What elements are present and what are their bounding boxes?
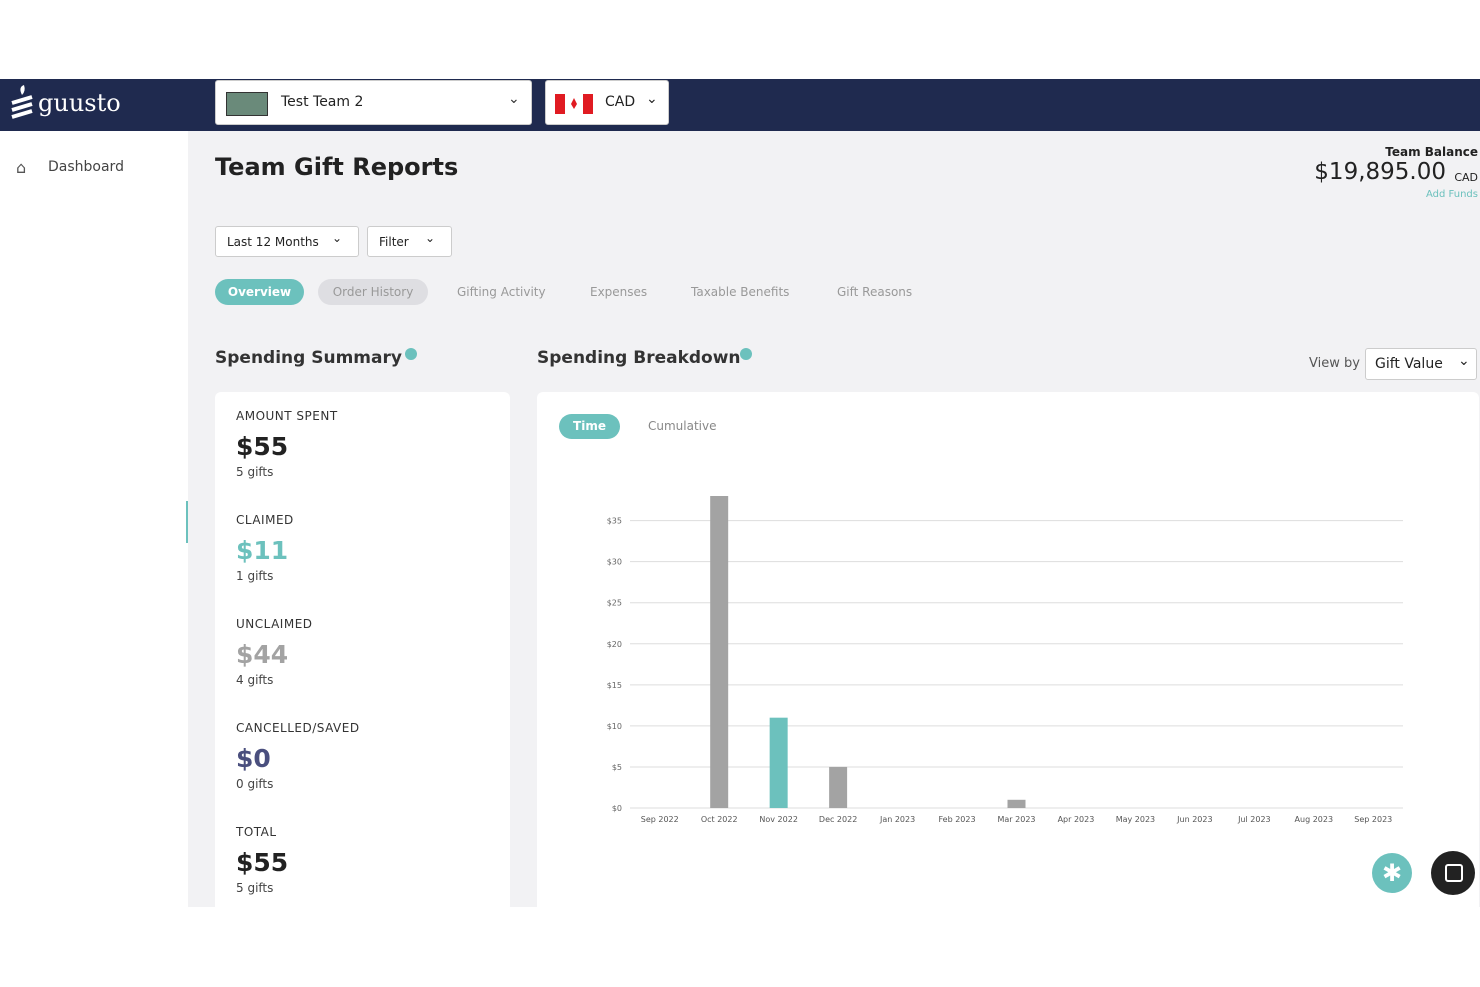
y-tick-label: $35 xyxy=(607,517,622,526)
info-icon xyxy=(405,348,417,360)
summary-card: AMOUNT SPENT $55 5 gifts CLAIMED $11 1 g… xyxy=(215,392,510,912)
summary-label: AMOUNT SPENT xyxy=(236,409,338,423)
summary-gifts: 5 gifts xyxy=(236,881,274,895)
main: Team Gift Reports Team Balance $19,895.0… xyxy=(188,131,1480,912)
bar xyxy=(710,496,729,808)
sidebar: ⌂ Dashboard xyxy=(0,131,188,907)
balance: $19,895.00 xyxy=(1314,159,1446,185)
summary-amount: $0 xyxy=(236,744,271,773)
accessibility-button[interactable]: ✱ xyxy=(1372,853,1412,893)
x-tick-label: Sep 2023 xyxy=(1354,815,1392,824)
x-tick-label: Jan 2023 xyxy=(879,815,915,824)
team-image xyxy=(226,92,268,116)
x-tick-label: May 2023 xyxy=(1116,815,1155,824)
chevron: ⌄ xyxy=(1458,353,1470,369)
chart: $0 $5 $10 $15 $20 $25 $30 $35 Sep 2022 Oct 2022 No… xyxy=(607,496,1403,824)
x-tick-label: Feb 2023 xyxy=(938,815,975,824)
tab[interactable]: Gifting Activity xyxy=(457,285,546,299)
summary-amount: $44 xyxy=(236,640,289,669)
top-nav: guusto Test Team 2 ⌄ CAD ⌄ xyxy=(0,79,1480,131)
view-select[interactable]: Gift Value ⌄ xyxy=(1365,348,1477,380)
summary-title: Spending Summary xyxy=(215,348,402,368)
currency-select[interactable]: CAD ⌄ xyxy=(545,80,669,125)
summary-label: UNCLAIMED xyxy=(236,617,313,631)
chat-icon xyxy=(1445,864,1463,882)
x-tick-label: Jun 2023 xyxy=(1176,815,1212,824)
nav-item[interactable]: Dashboard xyxy=(48,159,124,175)
period-select[interactable]: Last 12 Months ⌄ xyxy=(215,226,359,257)
y-tick-label: $30 xyxy=(607,558,622,567)
x-tick-label: Sep 2022 xyxy=(641,815,679,824)
y-tick-label: $0 xyxy=(612,804,622,813)
summary-gifts: 5 gifts xyxy=(236,465,274,479)
summary-amount: $11 xyxy=(236,536,289,565)
x-tick-label: Dec 2022 xyxy=(819,815,857,824)
toggle-active[interactable]: Time xyxy=(559,414,620,439)
x-tick-label: Mar 2023 xyxy=(998,815,1036,824)
summary-amount: $55 xyxy=(236,848,289,877)
y-tick-label: $20 xyxy=(607,640,622,649)
y-tick-label: $15 xyxy=(607,681,622,690)
home-icon: ⌂ xyxy=(16,158,27,177)
team-name: Test Team 2 xyxy=(281,94,364,110)
y-tick-label: $10 xyxy=(607,722,622,731)
add-funds[interactable]: Add Funds xyxy=(1426,189,1478,200)
period: Last 12 Months xyxy=(227,235,319,249)
breakdown-title: Spending Breakdown xyxy=(537,348,741,368)
page-title: Team Gift Reports xyxy=(215,153,459,181)
balance-currency: CAD xyxy=(1454,171,1478,184)
x-tick-label: Apr 2023 xyxy=(1058,815,1095,824)
summary-label: TOTAL xyxy=(236,825,277,839)
filter-select[interactable]: Filter ⌄ xyxy=(367,226,452,257)
x-tick-label: Jul 2023 xyxy=(1237,815,1271,824)
bar xyxy=(829,766,848,808)
x-tick-label: Nov 2022 xyxy=(759,815,798,824)
bar xyxy=(1007,799,1026,808)
y-tick-label: $25 xyxy=(607,599,622,608)
y-tick-label: $5 xyxy=(612,763,622,772)
tab[interactable]: Taxable Benefits xyxy=(691,285,790,299)
logo-icon xyxy=(11,85,33,119)
summary-gifts: 0 gifts xyxy=(236,777,274,791)
chevron: ⌄ xyxy=(332,231,343,245)
chat-button[interactable] xyxy=(1431,851,1475,895)
chevron: ⌄ xyxy=(508,91,520,107)
team-select[interactable]: Test Team 2 ⌄ xyxy=(215,80,532,125)
scroll-indicator xyxy=(186,501,188,543)
summary-label: CANCELLED/SAVED xyxy=(236,721,360,735)
bar xyxy=(769,717,788,808)
tab[interactable]: Gift Reasons xyxy=(837,285,913,299)
logo: guusto xyxy=(38,89,121,117)
currency: CAD xyxy=(605,94,636,110)
chevron: ⌄ xyxy=(646,91,658,107)
chevron: ⌄ xyxy=(425,231,436,245)
balance-label: Team Balance xyxy=(1385,145,1478,159)
view-value: Gift Value xyxy=(1375,356,1443,372)
summary-gifts: 4 gifts xyxy=(236,673,274,687)
view-by-label: View by xyxy=(1309,356,1360,371)
tab[interactable]: Expenses xyxy=(590,285,648,299)
summary-gifts: 1 gifts xyxy=(236,569,274,583)
summary-amount: $55 xyxy=(236,432,289,461)
x-tick-label: Oct 2022 xyxy=(701,815,738,824)
info-icon xyxy=(740,348,752,360)
filter: Filter xyxy=(379,235,409,249)
toggle[interactable]: Cumulative xyxy=(648,419,717,433)
x-tick-label: Aug 2023 xyxy=(1295,815,1334,824)
summary-label: CLAIMED xyxy=(236,513,294,527)
flag xyxy=(555,94,593,114)
breakdown-card: Time Cumulative $0 $5 $10 $15 $20 $25 $30 $35 Se… xyxy=(537,392,1479,912)
tab[interactable]: Order History xyxy=(318,279,428,305)
tab-active[interactable]: Overview xyxy=(215,279,304,305)
